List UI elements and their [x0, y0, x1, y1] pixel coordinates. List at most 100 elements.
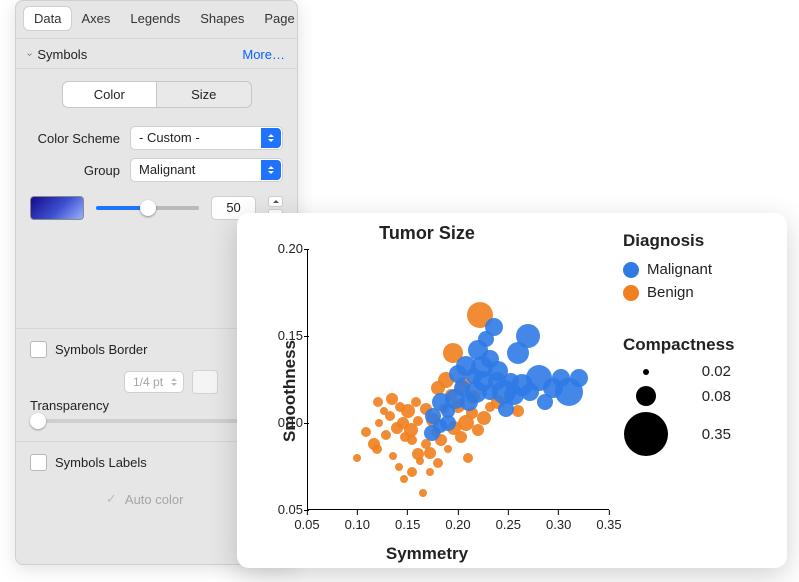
group-value: Malignant	[139, 162, 195, 177]
data-point	[419, 489, 427, 497]
stepper-up-icon[interactable]	[268, 196, 283, 207]
data-point	[424, 447, 436, 459]
tab-axes[interactable]: Axes	[71, 7, 120, 30]
chart-card: Tumor Size Smoothness Symmetry 0.050.100…	[237, 213, 787, 568]
data-point	[485, 318, 503, 336]
data-point	[373, 397, 383, 407]
data-point	[463, 453, 473, 463]
legend-item[interactable]: Benign	[623, 284, 773, 301]
tab-shapes[interactable]: Shapes	[190, 7, 254, 30]
data-point	[368, 438, 380, 450]
symbols-border-checkbox[interactable]	[30, 341, 47, 358]
chart-area: Tumor Size Smoothness Symmetry 0.050.100…	[237, 213, 617, 568]
y-tick: 0.15	[265, 328, 303, 343]
x-tick: 0.10	[345, 517, 370, 532]
data-point	[516, 324, 540, 348]
data-point	[477, 411, 491, 425]
group-select[interactable]: Malignant	[130, 158, 283, 182]
symbols-labels-checkbox[interactable]	[30, 454, 47, 471]
segment-size[interactable]: Size	[157, 81, 252, 108]
group-label: Group	[30, 163, 120, 178]
border-width-select[interactable]: 1/4 pt	[124, 371, 184, 393]
color-scheme-label: Color Scheme	[30, 131, 120, 146]
color-scheme-value: - Custom -	[139, 130, 200, 145]
slider-knob[interactable]	[30, 413, 46, 429]
more-link[interactable]: More…	[242, 47, 285, 62]
data-point	[413, 416, 423, 426]
data-point	[381, 430, 391, 440]
disclosure-toggle[interactable]: › Symbols	[28, 47, 87, 62]
color-scheme-select[interactable]: - Custom -	[130, 126, 283, 150]
size-swatch-icon	[643, 369, 649, 375]
data-point	[433, 458, 443, 468]
legend: Diagnosis Malignant Benign Compactness 0.…	[617, 213, 787, 568]
data-point	[416, 457, 424, 465]
check-icon: ✓	[106, 491, 117, 507]
legend-label: Benign	[647, 284, 694, 301]
data-point	[353, 454, 361, 462]
legend-swatch-icon	[623, 285, 639, 301]
x-tick: 0.20	[445, 517, 470, 532]
chevron-down-icon: ›	[24, 53, 35, 56]
data-point	[407, 467, 417, 477]
data-point	[426, 468, 434, 476]
data-point	[400, 475, 408, 483]
legend-title: Diagnosis	[623, 231, 773, 251]
size-legend-label: 0.08	[683, 388, 731, 405]
legend-label: Malignant	[647, 261, 712, 278]
size-legend-label: 0.02	[683, 363, 731, 380]
color-size-segment[interactable]: ColorSize	[62, 81, 252, 108]
y-tick: 0.10	[265, 415, 303, 430]
size-swatch-icon	[624, 412, 668, 456]
hue-slider[interactable]	[96, 206, 199, 210]
panel-tabs: DataAxesLegendsShapesPage	[16, 1, 297, 39]
plot-region: 0.050.100.150.200.050.100.150.200.250.30…	[307, 249, 609, 510]
data-point	[570, 369, 588, 387]
size-legend-item: 0.35	[623, 412, 773, 456]
border-style-button[interactable]	[192, 370, 218, 394]
data-point	[488, 361, 508, 381]
slider-knob[interactable]	[140, 200, 156, 216]
data-point	[512, 405, 524, 417]
size-legend-label: 0.35	[683, 426, 731, 443]
data-point	[375, 419, 383, 427]
y-tick: 0.20	[265, 241, 303, 256]
data-point	[395, 402, 405, 412]
auto-color-label: Auto color	[125, 492, 184, 507]
size-legend-item: 0.02	[623, 363, 773, 380]
data-point	[455, 431, 467, 443]
x-tick: 0.30	[546, 517, 571, 532]
segment-color[interactable]: Color	[62, 81, 158, 108]
data-point	[361, 427, 371, 437]
select-caret-icon	[261, 160, 281, 180]
color-scheme-row: Color Scheme - Custom -	[16, 122, 297, 154]
tab-data[interactable]: Data	[24, 7, 71, 30]
legend-item[interactable]: Malignant	[623, 261, 773, 278]
x-tick: 0.05	[294, 517, 319, 532]
color-swatch[interactable]	[30, 196, 84, 220]
size-swatch-icon	[636, 386, 656, 406]
data-point	[395, 463, 403, 471]
data-point	[472, 424, 484, 436]
tab-page[interactable]: Page	[254, 7, 304, 30]
group-row: Group Malignant	[16, 154, 297, 186]
data-point	[380, 407, 388, 415]
legend-swatch-icon	[623, 262, 639, 278]
x-tick: 0.35	[596, 517, 621, 532]
section-title: Symbols	[37, 47, 87, 62]
y-tick: 0.05	[265, 502, 303, 517]
symbols-labels-label: Symbols Labels	[55, 455, 147, 470]
tab-legends[interactable]: Legends	[120, 7, 190, 30]
symbols-border-label: Symbols Border	[55, 342, 147, 357]
select-caret-icon	[167, 372, 181, 392]
size-legend-title: Compactness	[623, 335, 773, 355]
data-point	[389, 452, 397, 460]
select-caret-icon	[261, 128, 281, 148]
data-point	[386, 393, 398, 405]
data-point	[444, 445, 452, 453]
border-width-value: 1/4 pt	[133, 375, 163, 389]
x-tick: 0.25	[496, 517, 521, 532]
x-axis-label: Symmetry	[237, 544, 617, 564]
symbols-section-header: › Symbols More…	[16, 39, 297, 69]
data-point	[424, 425, 440, 441]
